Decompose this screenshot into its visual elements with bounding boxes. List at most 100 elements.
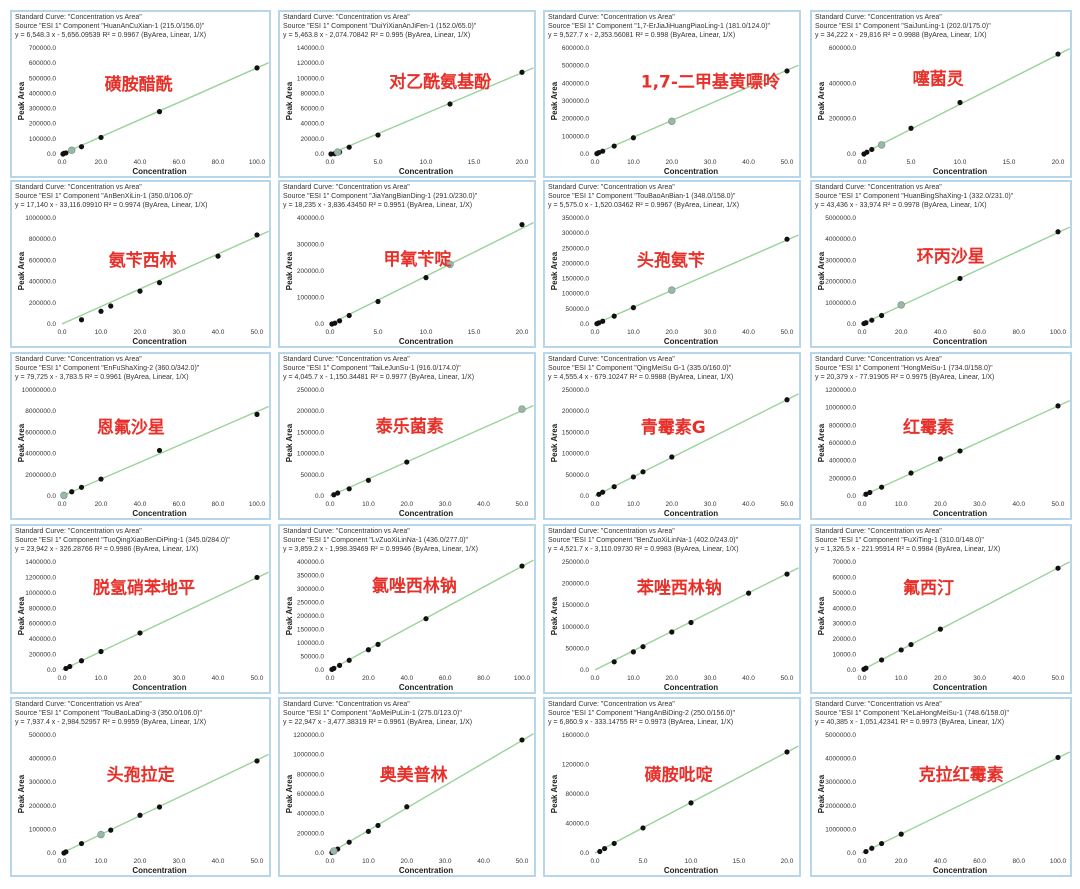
component-source: Source "ESI 1" Component "TouBaoAnBian-1… bbox=[548, 193, 736, 200]
y-tick-label: 40000.0 bbox=[301, 121, 325, 128]
x-tick-label: 15.0 bbox=[468, 159, 481, 166]
x-tick-label: 100.0 bbox=[1050, 858, 1067, 865]
y-tick-label: 0.0 bbox=[580, 667, 589, 674]
plot-area: Peak Area 0.0 2000000.0 4000000.0 6000000.0 8… bbox=[12, 386, 269, 518]
regression-equation: y = 5,575.0 x - 1,520.03462 R² = 0.9967 … bbox=[548, 202, 740, 209]
calibration-point bbox=[898, 647, 904, 653]
y-tick-label: 1200000.0 bbox=[25, 574, 56, 581]
y-tick-label: 100000.0 bbox=[297, 295, 324, 302]
y-tick-label: 200000.0 bbox=[29, 300, 56, 307]
y-tick-label: 0.0 bbox=[315, 151, 324, 158]
calibration-point bbox=[937, 626, 943, 632]
chart-title: Standard Curve: "Concentration vs Area" bbox=[15, 701, 142, 708]
x-tick-label: 10.0 bbox=[895, 675, 908, 682]
x-tick-label: 50.0 bbox=[1052, 501, 1065, 508]
compound-name: 氯唑西林钠 bbox=[372, 575, 457, 596]
x-tick-label: 0.0 bbox=[590, 501, 599, 508]
calibration-point bbox=[254, 232, 260, 238]
y-tick-label: 200000.0 bbox=[562, 260, 589, 267]
x-tick-label: 10.0 bbox=[362, 858, 375, 865]
y-tick-label: 400000.0 bbox=[29, 90, 56, 97]
compound-name: 磺胺醋酰 bbox=[105, 74, 173, 95]
plot-area: Peak Area 0.0 100000.0 200000.0 300000.0 4000… bbox=[545, 44, 799, 176]
y-tick-label: 120000.0 bbox=[297, 60, 324, 67]
x-tick-label: 60.0 bbox=[439, 675, 452, 682]
component-source: Source "ESI 1" Component "1,7-ErJiaJiHua… bbox=[548, 23, 771, 30]
y-tick-label: 1400000.0 bbox=[25, 559, 56, 566]
curve-svg: Peak Area 0.0 40000.0 80000.0 120000.0 160000… bbox=[550, 732, 799, 875]
y-tick-label: 50000.0 bbox=[566, 645, 590, 652]
y-tick-label: 150000.0 bbox=[562, 276, 589, 283]
x-tick-label: 0.0 bbox=[857, 858, 866, 865]
calibration-point bbox=[375, 298, 381, 305]
fit-line bbox=[594, 234, 799, 325]
compound-name: 环丙沙星 bbox=[917, 247, 985, 267]
calibration-point bbox=[1055, 51, 1061, 57]
x-tick-label: 50.0 bbox=[251, 858, 264, 865]
calibration-point bbox=[908, 641, 914, 648]
x-tick-label: 40.0 bbox=[477, 858, 490, 865]
y-tick-label: 250000.0 bbox=[562, 387, 589, 394]
plot-area: Peak Area 0.0 100000.0 200000.0 300000.0 4000… bbox=[12, 731, 269, 875]
compound-name: 氟西汀 bbox=[903, 578, 954, 599]
y-tick-label: 0.0 bbox=[47, 151, 56, 158]
standard-curve-panel: Standard Curve: "Concentration vs Area" S… bbox=[278, 10, 536, 178]
calibration-point bbox=[337, 662, 343, 669]
x-tick-label: 20.0 bbox=[95, 159, 108, 166]
calibration-point bbox=[423, 616, 429, 622]
calibration-point bbox=[611, 840, 617, 847]
chart-title: Standard Curve: "Concentration vs Area" bbox=[815, 701, 942, 708]
x-tick-label: 80.0 bbox=[1012, 858, 1025, 865]
x-tick-label: 0.0 bbox=[590, 329, 599, 336]
x-tick-label: 80.0 bbox=[1012, 329, 1025, 336]
y-tick-label: 2000000.0 bbox=[825, 803, 856, 810]
y-tick-label: 160000.0 bbox=[562, 732, 589, 739]
calibration-point bbox=[611, 143, 617, 149]
component-source: Source "ESI 1" Component "QingMeiSu G-1 … bbox=[548, 365, 732, 372]
calibration-point bbox=[365, 647, 371, 653]
x-tick-label: 40.0 bbox=[212, 858, 225, 865]
calibration-point bbox=[254, 758, 260, 764]
calibration-point bbox=[254, 65, 260, 71]
qc-point bbox=[60, 491, 68, 500]
y-tick-label: 100000.0 bbox=[29, 136, 56, 143]
curve-svg: Peak Area 0.0 200000.0 400000.0 600000.0 8000… bbox=[817, 387, 1070, 518]
x-tick-label: 0.0 bbox=[857, 329, 866, 336]
x-tick-label: 40.0 bbox=[742, 675, 755, 682]
x-tick-label: 40.0 bbox=[934, 329, 947, 336]
curve-svg: Peak Area 0.0 1000000.0 2000000.0 3000000.0 4… bbox=[817, 732, 1070, 875]
y-tick-label: 600000.0 bbox=[562, 45, 589, 52]
y-tick-label: 200000.0 bbox=[562, 116, 589, 123]
x-tick-label: 30.0 bbox=[173, 675, 186, 682]
x-axis-label: Concentration bbox=[399, 509, 453, 518]
component-source: Source "ESI 1" Component "DuiYiXianAnJiF… bbox=[283, 23, 477, 30]
plot-area: Peak Area 0.0 200000.0 400000.0 600000.0 8000… bbox=[812, 386, 1070, 518]
y-tick-label: 0.0 bbox=[847, 850, 856, 857]
x-tick-label: 50.0 bbox=[781, 501, 794, 508]
y-tick-label: 40000.0 bbox=[833, 605, 857, 612]
x-tick-label: 60.0 bbox=[173, 159, 186, 166]
x-tick-label: 20.0 bbox=[665, 675, 678, 682]
y-tick-label: 0.0 bbox=[47, 321, 56, 328]
x-axis-label: Concentration bbox=[132, 337, 186, 346]
x-tick-label: 10.0 bbox=[420, 329, 433, 336]
y-tick-label: 400000.0 bbox=[297, 811, 324, 818]
x-tick-label: 0.0 bbox=[325, 159, 334, 166]
x-tick-label: 10.0 bbox=[627, 501, 640, 508]
calibration-point bbox=[78, 840, 85, 847]
curve-header: Standard Curve: "Concentration vs Area" S… bbox=[548, 183, 796, 213]
x-tick-label: 10.0 bbox=[627, 159, 640, 166]
x-axis-label: Concentration bbox=[664, 167, 718, 176]
compound-name: 对乙酰氨基酚 bbox=[389, 72, 492, 93]
curve-svg: Peak Area 0.0 100000.0 200000.0 300000.0 4000… bbox=[17, 732, 269, 875]
calibration-point bbox=[63, 849, 69, 855]
calibration-point bbox=[669, 454, 675, 460]
curve-svg: Peak Area 0.0 200000.0 400000.0 600000.0 8000… bbox=[285, 732, 534, 875]
x-axis-label: Concentration bbox=[132, 683, 186, 692]
calibration-point bbox=[404, 804, 410, 810]
component-source: Source "ESI 1" Component "HongMeiSu-1 (7… bbox=[815, 365, 993, 372]
x-tick-label: 5.0 bbox=[373, 329, 382, 336]
calibration-point bbox=[78, 144, 85, 150]
fit-line bbox=[594, 745, 799, 854]
fit-line bbox=[861, 48, 1070, 155]
